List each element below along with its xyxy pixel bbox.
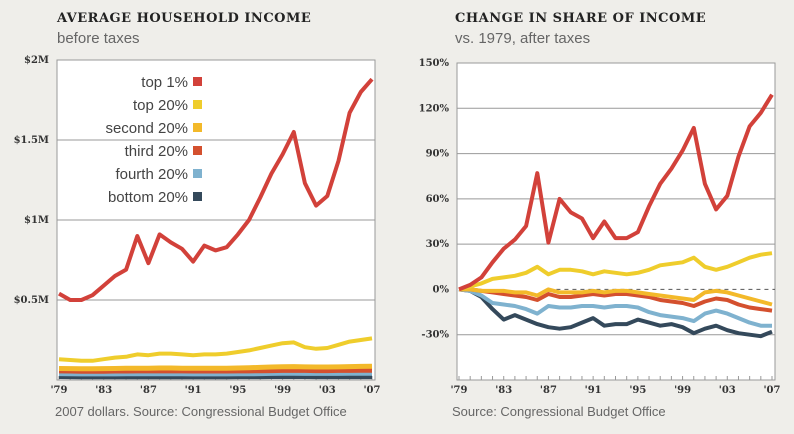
x-tick-label: '83: [95, 385, 112, 396]
x-tick-label: '79: [451, 385, 468, 396]
legend-label: bottom 20%: [108, 189, 188, 206]
chart-subtitle: vs. 1979, after taxes: [455, 30, 590, 47]
plot-area: [456, 62, 776, 381]
legend-label: top 1%: [141, 74, 188, 91]
x-tick-label: '03: [319, 385, 336, 396]
y-tick-label: $0.5M: [14, 295, 49, 306]
legend-label: top 20%: [133, 97, 188, 114]
legend-swatch: [193, 100, 202, 109]
y-tick-label: 150%: [419, 58, 450, 69]
x-tick-label: '91: [585, 385, 602, 396]
series-line: [458, 287, 772, 328]
y-tick-label: $1.5M: [14, 135, 49, 146]
chart-title: AVERAGE HOUSEHOLD INCOME: [56, 11, 311, 26]
x-tick-label: '99: [674, 385, 691, 396]
y-tick-label: 60%: [426, 194, 450, 205]
x-tick-label: '03: [719, 385, 736, 396]
series-line: [458, 93, 774, 292]
series-line: [58, 77, 374, 302]
y-tick-label: 30%: [426, 239, 450, 250]
x-tick-label: '79: [51, 385, 68, 396]
series-line: [459, 287, 773, 307]
x-tick-label: '07: [364, 385, 381, 396]
legend-swatch: [193, 123, 202, 132]
chart-title: CHANGE IN SHARE OF INCOME: [455, 11, 706, 26]
y-tick-label: 120%: [419, 103, 450, 114]
y-tick-label: $1M: [24, 215, 49, 226]
series-line: [458, 287, 773, 339]
income-chart: AVERAGE HOUSEHOLD INCOME before taxes 20…: [14, 11, 381, 419]
series-line: [458, 251, 773, 292]
share-chart: CHANGE IN SHARE OF INCOME vs. 1979, afte…: [419, 11, 781, 419]
x-tick-label: '87: [540, 385, 557, 396]
legend-swatch: [193, 77, 202, 86]
x-tick-label: '87: [140, 385, 157, 396]
series-line: [58, 367, 372, 374]
x-tick-label: '95: [629, 385, 646, 396]
chart-source: 2007 dollars. Source: Congressional Budg…: [55, 404, 347, 419]
legend-label: second 20%: [105, 120, 188, 137]
x-tick-label: '07: [764, 385, 781, 396]
series-line: [58, 336, 373, 363]
legend-swatch: [193, 169, 202, 178]
x-tick-label: '95: [229, 385, 246, 396]
legend-label: fourth 20%: [115, 166, 188, 183]
series-line: [459, 287, 773, 313]
series-line: [58, 370, 372, 377]
series-line: [58, 363, 373, 372]
x-tick-label: '99: [274, 385, 291, 396]
legend-label: third 20%: [125, 143, 188, 160]
y-tick-label: 0%: [433, 284, 450, 295]
chart-source: Source: Congressional Budget Office: [452, 404, 666, 419]
x-tick-label: '91: [185, 385, 202, 396]
x-tick-label: '83: [495, 385, 512, 396]
legend-swatch: [193, 146, 202, 155]
y-tick-label: $2M: [24, 55, 49, 66]
y-tick-label: -30%: [421, 330, 449, 341]
legend-swatch: [193, 192, 202, 201]
y-tick-label: 90%: [426, 149, 450, 160]
chart-subtitle: before taxes: [57, 30, 140, 47]
